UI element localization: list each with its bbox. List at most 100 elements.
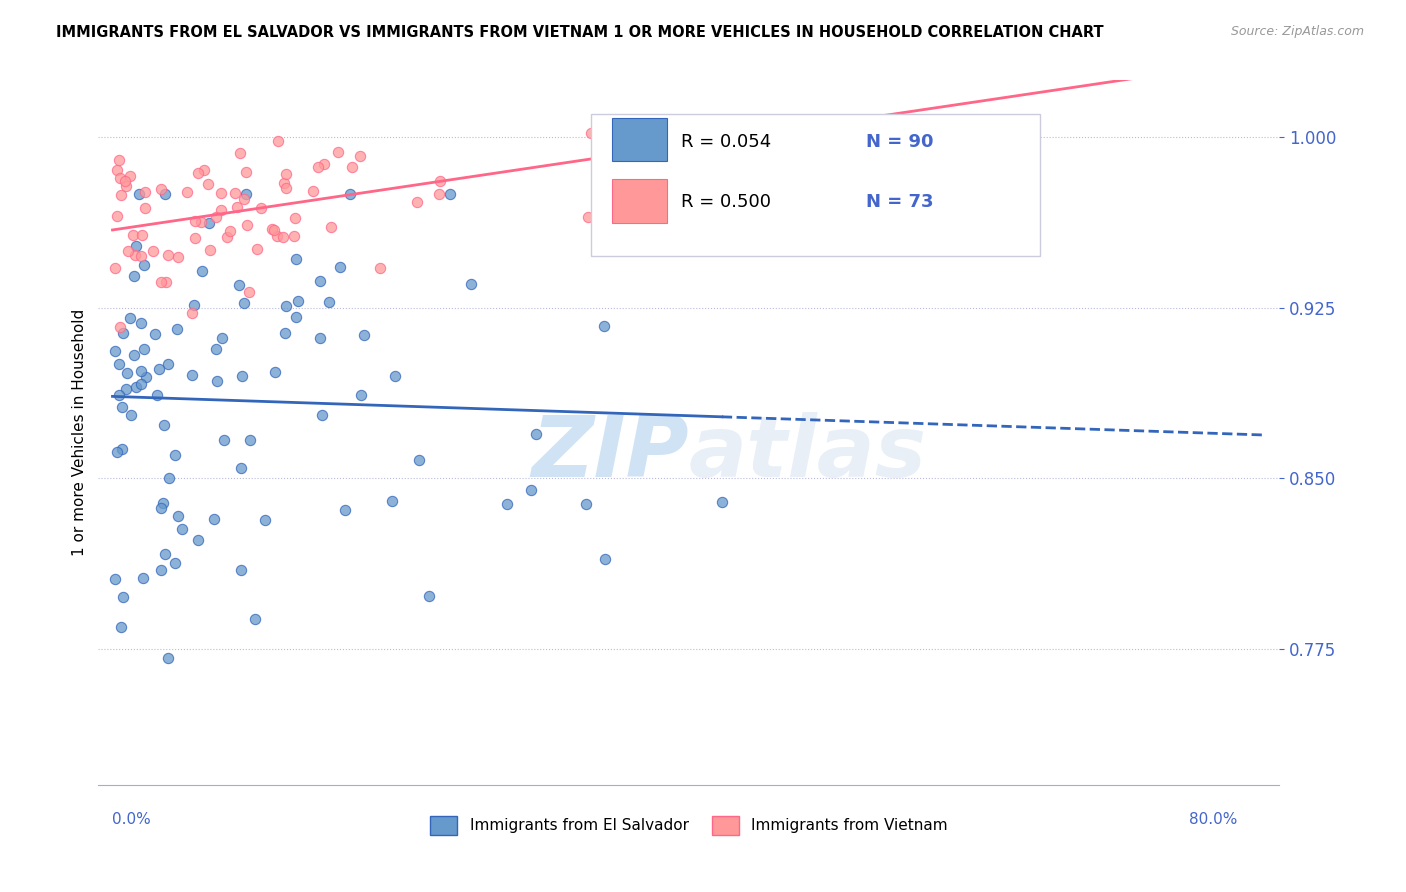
Point — [650, 119, 672, 133]
Point — [115, 366, 138, 380]
Point — [132, 571, 155, 585]
Point — [204, 342, 226, 356]
Point — [104, 261, 127, 276]
Point — [131, 228, 153, 243]
Point — [112, 590, 135, 604]
Point — [155, 275, 177, 289]
Point — [329, 260, 352, 274]
Point — [205, 375, 228, 389]
Text: N = 90: N = 90 — [866, 133, 934, 151]
Point — [266, 229, 288, 244]
Point — [229, 145, 252, 160]
Point — [309, 274, 332, 288]
Point — [349, 149, 371, 163]
Point — [118, 311, 141, 326]
Point — [496, 497, 519, 511]
Point — [283, 228, 305, 243]
Point — [349, 388, 371, 402]
Point — [156, 650, 179, 665]
Point — [122, 227, 145, 242]
Text: ZIP: ZIP — [531, 412, 689, 495]
Point — [302, 185, 325, 199]
Point — [150, 181, 173, 195]
Point — [197, 216, 219, 230]
Point — [328, 145, 350, 160]
Point — [120, 409, 142, 423]
Point — [318, 295, 340, 310]
Point — [263, 365, 285, 379]
Point — [176, 185, 198, 199]
Point — [129, 376, 152, 391]
Point — [233, 296, 256, 310]
Point — [153, 547, 176, 561]
Point — [211, 331, 233, 345]
Point — [209, 186, 232, 200]
Point — [114, 174, 136, 188]
Point — [110, 188, 132, 202]
Point — [262, 222, 284, 236]
Point — [152, 417, 174, 432]
Point — [239, 434, 262, 448]
Point — [129, 364, 152, 378]
Point — [276, 180, 298, 194]
Point — [118, 169, 141, 184]
Point — [125, 380, 148, 394]
Point — [193, 162, 215, 177]
Text: 0.0%: 0.0% — [112, 813, 152, 827]
Point — [115, 178, 138, 193]
Point — [593, 552, 616, 566]
Point — [134, 202, 156, 216]
Point — [111, 442, 134, 457]
Point — [576, 210, 599, 224]
Point — [183, 298, 205, 312]
Point — [135, 370, 157, 384]
Point — [309, 331, 332, 345]
Point — [710, 495, 733, 509]
Point — [340, 160, 363, 174]
Point — [105, 163, 128, 178]
Point — [274, 167, 297, 181]
Point — [339, 186, 361, 201]
Point — [149, 275, 172, 289]
Point — [170, 522, 193, 536]
FancyBboxPatch shape — [612, 179, 666, 223]
Point — [142, 244, 165, 259]
Point — [285, 252, 308, 266]
Point — [524, 426, 547, 441]
Point — [180, 305, 202, 319]
Point — [235, 186, 257, 201]
Point — [235, 165, 257, 179]
Point — [271, 230, 294, 244]
Point — [143, 326, 166, 341]
Point — [238, 285, 260, 299]
Point — [267, 134, 290, 148]
Point — [108, 153, 131, 168]
Text: Source: ZipAtlas.com: Source: ZipAtlas.com — [1230, 25, 1364, 38]
Point — [624, 119, 647, 133]
Point — [122, 268, 145, 283]
Point — [224, 186, 246, 200]
Point — [105, 209, 128, 223]
Point — [105, 445, 128, 459]
Point — [312, 157, 335, 171]
Point — [406, 194, 429, 209]
Point — [205, 210, 228, 224]
Point — [128, 186, 150, 201]
Point — [228, 277, 250, 292]
Point — [114, 383, 136, 397]
Point — [353, 327, 375, 342]
Point — [167, 251, 190, 265]
Point — [274, 299, 297, 313]
Point — [112, 326, 135, 340]
Text: 80.0%: 80.0% — [1189, 813, 1237, 827]
Point — [519, 483, 541, 498]
Text: IMMIGRANTS FROM EL SALVADOR VS IMMIGRANTS FROM VIETNAM 1 OR MORE VEHICLES IN HOU: IMMIGRANTS FROM EL SALVADOR VS IMMIGRANT… — [56, 25, 1104, 40]
Point — [333, 503, 356, 517]
Point — [163, 448, 186, 462]
Point — [263, 223, 285, 237]
Point — [273, 176, 295, 190]
Point — [108, 357, 131, 371]
Point — [209, 203, 232, 218]
Point — [243, 612, 266, 626]
Point — [655, 153, 678, 167]
